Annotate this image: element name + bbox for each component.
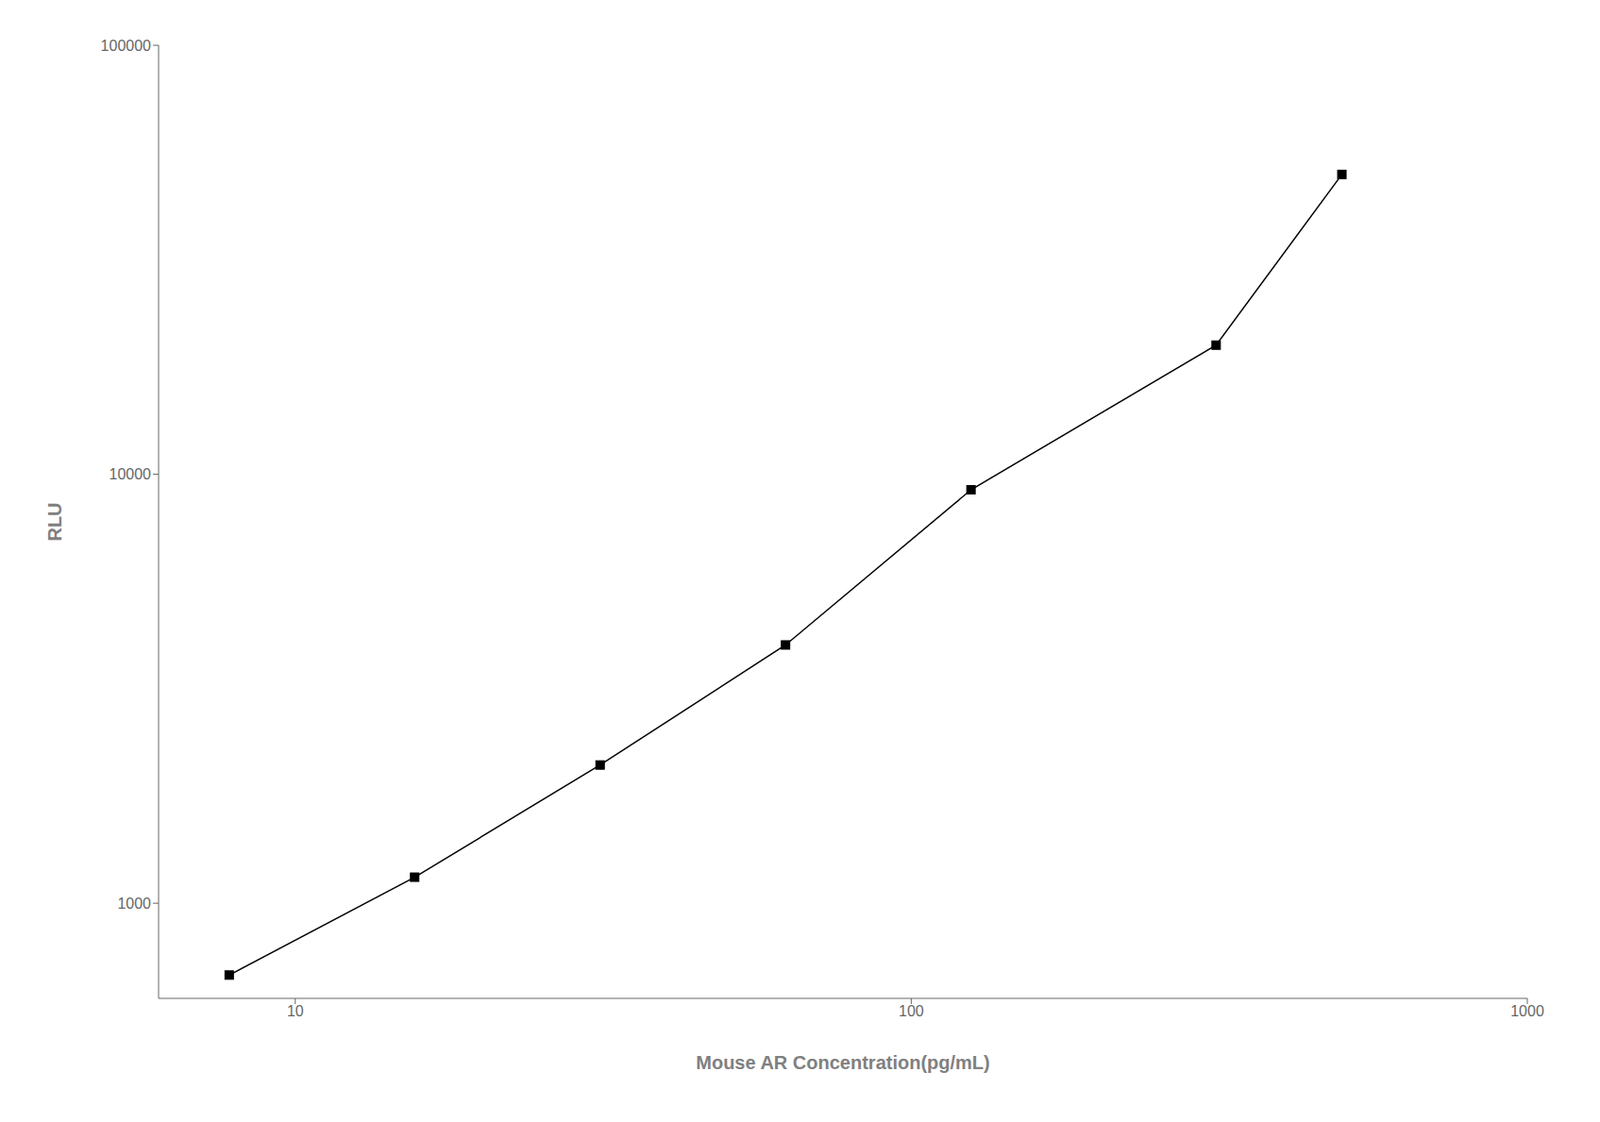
svg-text:Mouse AR Concentration(pg/mL): Mouse AR Concentration(pg/mL) <box>695 1052 990 1074</box>
svg-text:RLU: RLU <box>44 502 66 541</box>
svg-text:100000: 100000 <box>101 37 152 54</box>
svg-text:100: 100 <box>898 1003 925 1020</box>
svg-text:1000: 1000 <box>117 895 152 912</box>
svg-text:10: 10 <box>286 1003 304 1020</box>
svg-text:10000: 10000 <box>109 466 152 483</box>
svg-text:1000: 1000 <box>1510 1003 1545 1020</box>
